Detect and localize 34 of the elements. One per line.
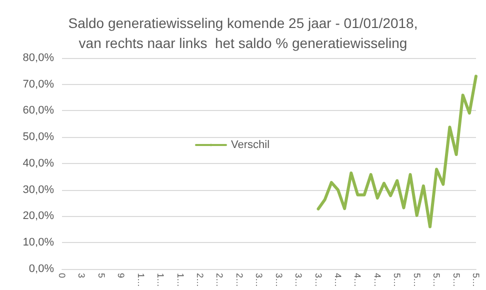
x-tick-label: 5… bbox=[432, 272, 442, 288]
y-tick-label: 10,0% bbox=[22, 236, 54, 249]
x-tick-label: 0 bbox=[57, 272, 67, 278]
y-tick-label: 40,0% bbox=[22, 157, 54, 170]
chart-title: Saldo generatiewisseling komende 25 jaar - 01/01/2018, van rechts naar links het saldo % generatiewisseling bbox=[68, 15, 418, 51]
y-tick-label: 60,0% bbox=[22, 104, 54, 117]
x-tick-label: 2… bbox=[234, 272, 244, 288]
x-tick-label: 1… bbox=[156, 272, 166, 288]
y-tick-label: 30,0% bbox=[22, 184, 54, 196]
line-series bbox=[316, 74, 478, 228]
x-tick-label: 5… bbox=[392, 272, 402, 288]
x-tick-label: 3 bbox=[76, 272, 87, 278]
x-tick-label: 5… bbox=[471, 272, 481, 288]
y-tick-label: 80,0% bbox=[22, 52, 54, 64]
legend-label: Verschil bbox=[231, 139, 270, 151]
x-tick-label: 5… bbox=[412, 272, 422, 288]
x-tick-label: 4… bbox=[333, 272, 343, 288]
y-tick-label: 70,0% bbox=[22, 78, 54, 90]
y-tick-label: 20,0% bbox=[22, 210, 54, 222]
x-tick-label: 5… bbox=[451, 272, 462, 288]
x-tick-label: 4… bbox=[352, 272, 363, 288]
x-tick-label: 2… bbox=[195, 272, 205, 288]
x-tick-label: 3… bbox=[274, 272, 284, 288]
y-tick-label: 0,0% bbox=[28, 262, 54, 275]
x-tick-label: 3… bbox=[294, 272, 304, 288]
y-tick-label: 50,0% bbox=[22, 131, 54, 144]
x-tick-label: 1… bbox=[136, 272, 146, 288]
x-tick-label: 3… bbox=[313, 272, 324, 288]
x-tick-label: 2… bbox=[214, 272, 225, 288]
x-tick-label: 5 bbox=[96, 272, 106, 278]
x-tick-label: 4… bbox=[372, 272, 382, 288]
x-tick-label: 3… bbox=[254, 272, 264, 288]
x-tick-label: 9 bbox=[116, 272, 126, 278]
x-tick-label: 1… bbox=[175, 272, 186, 288]
